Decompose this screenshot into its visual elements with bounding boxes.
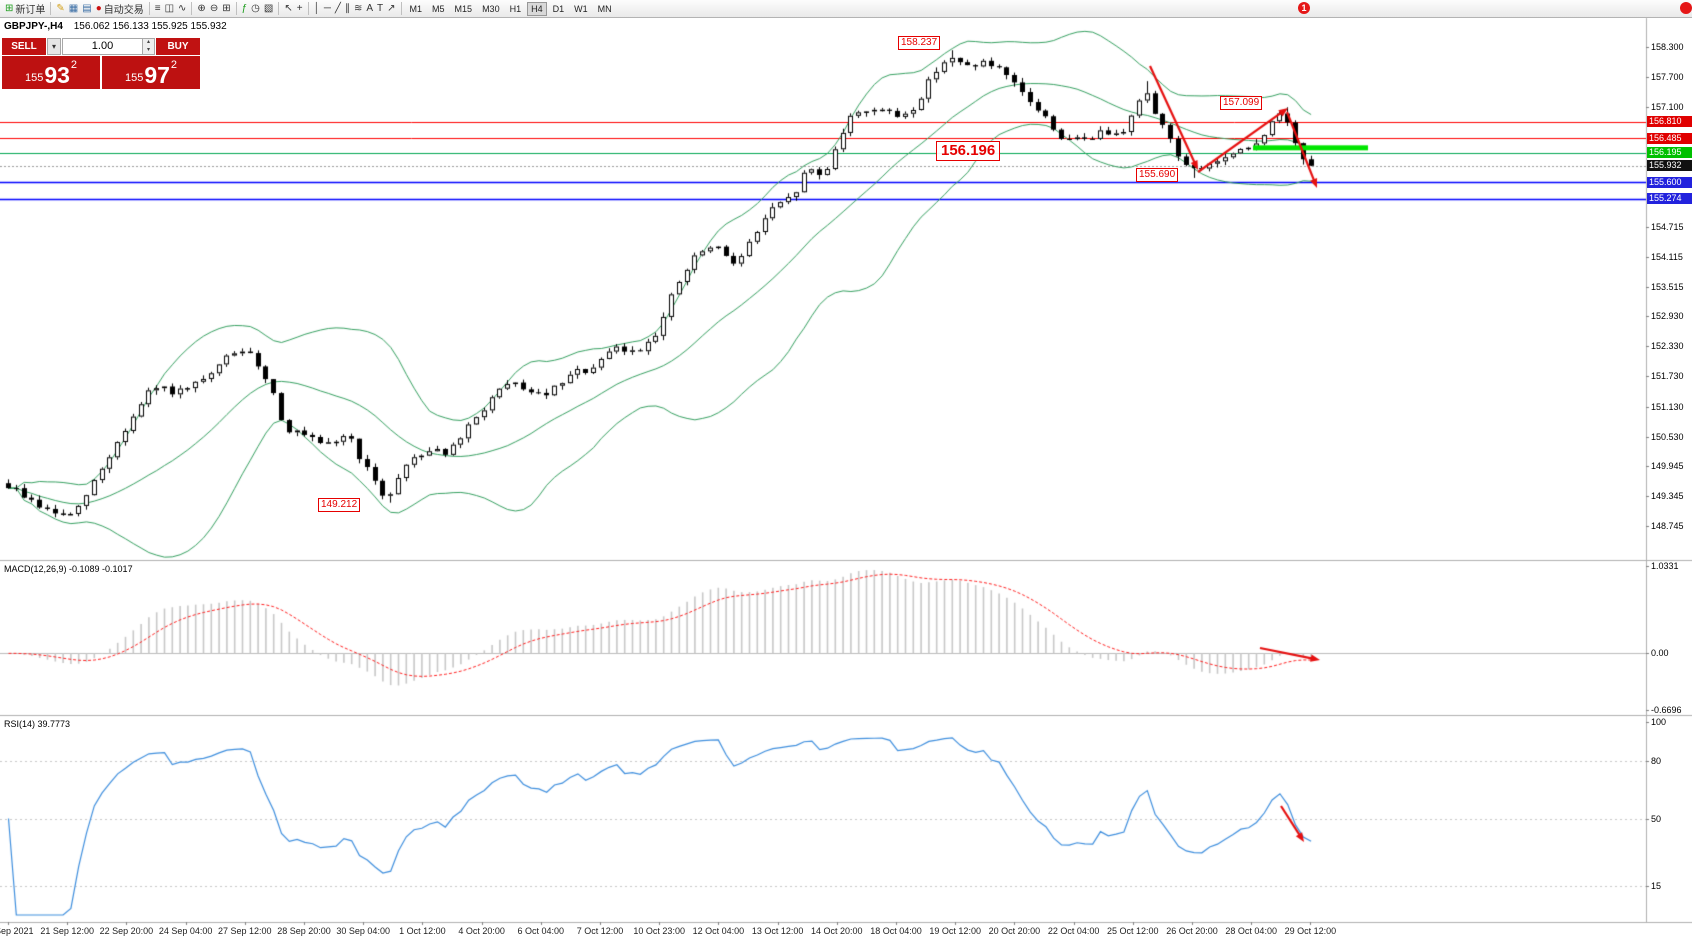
cursor-icon: ↖: [284, 2, 293, 14]
ask-price-button[interactable]: 155 97 2: [102, 56, 200, 89]
indicators-button[interactable]: ƒ: [240, 1, 250, 16]
fibonacci-icon: ≋: [353, 2, 363, 14]
timeframe-M5[interactable]: M5: [428, 2, 449, 16]
volume-value[interactable]: 1.00: [91, 40, 114, 52]
new-order-button-label: 新订单: [15, 5, 46, 16]
vertical-line-tool[interactable]: │: [312, 1, 322, 16]
candlestick-chart-button[interactable]: ◫: [163, 1, 176, 16]
volume-increase-button[interactable]: ▴: [143, 39, 154, 47]
vertical-line-icon: │: [313, 2, 320, 14]
toolbar-separator: [400, 2, 402, 15]
candlestick-chart-icon: ◫: [164, 2, 175, 14]
autotrading-icon: ●: [95, 2, 102, 14]
tile-windows-icon: ⊞: [222, 2, 231, 14]
navigator-icon: ▤: [82, 2, 92, 14]
channel-tool[interactable]: ∥: [343, 1, 352, 16]
text-icon: A: [366, 2, 374, 14]
pencil-icon: ✎: [56, 2, 65, 14]
main-toolbar: ⊞ 新订单 ✎ ▦ ▤ ● 自动交易 ≡ ◫ ∿ ⊕ ⊖ ⊞ ƒ ◷ ▧ ↖ + │ ─ ╱ ∥ ≋ A T ↗ M1 M5 M15 M3…: [0, 0, 1692, 18]
timeframe-H4[interactable]: H4: [527, 1, 547, 16]
timeframe-MN[interactable]: MN: [594, 2, 616, 16]
chevron-down-icon: ▾: [51, 42, 56, 51]
timeframe-M30[interactable]: M30: [478, 2, 504, 16]
market-watch-icon: ▦: [68, 2, 79, 14]
alert-icon[interactable]: [1680, 2, 1692, 14]
sell-button[interactable]: SELL: [2, 38, 46, 55]
buy-button[interactable]: BUY: [156, 38, 200, 55]
zoom-out-icon: ⊖: [209, 2, 219, 14]
symbol-period-label: GBPJPY-,H4: [4, 21, 63, 32]
zoom-in-icon: ⊕: [197, 2, 206, 14]
crosshair-icon: +: [296, 2, 303, 14]
volume-spinner: ▴ ▾: [142, 39, 154, 54]
timeframe-H1[interactable]: H1: [506, 2, 526, 16]
autotrading-button-label: 自动交易: [103, 5, 144, 16]
line-chart-icon: ∿: [178, 2, 187, 14]
templates-icon: ▧: [263, 2, 274, 14]
trendline-icon: ╱: [334, 2, 341, 14]
rsi-indicator-label: RSI(14) 39.7773: [4, 719, 71, 729]
metaeditor-button[interactable]: ✎: [54, 1, 66, 16]
bar-chart-button[interactable]: ≡: [153, 1, 163, 16]
horizontal-line-icon: ─: [323, 2, 331, 14]
toolbar-separator: [235, 2, 237, 15]
label-icon: T: [377, 2, 384, 14]
ask-big-digits: 97: [144, 62, 170, 88]
label-tool[interactable]: T: [375, 1, 385, 16]
volume-field[interactable]: 1.00 ▴ ▾: [62, 38, 155, 55]
templates-button[interactable]: ▧: [262, 1, 275, 16]
zoom-out-button[interactable]: ⊖: [208, 1, 220, 16]
toolbar-separator: [278, 2, 280, 15]
new-order-button[interactable]: ⊞ 新订单: [3, 1, 47, 16]
horizontal-line-tool[interactable]: ─: [322, 1, 333, 16]
toolbar-separator: [307, 2, 309, 15]
chart-title: GBPJPY-,H4 156.062 156.133 155.925 155.9…: [4, 21, 227, 32]
line-chart-button[interactable]: ∿: [176, 1, 188, 16]
volume-decrease-button[interactable]: ▾: [143, 46, 154, 54]
bid-price-button[interactable]: 155 93 2: [2, 56, 100, 89]
arrow-icon: ↗: [387, 2, 396, 14]
zoom-in-button[interactable]: ⊕: [195, 1, 207, 16]
bid-pip-digit: 2: [70, 59, 78, 71]
channel-icon: ∥: [344, 2, 350, 14]
volume-dropdown-button[interactable]: ▾: [47, 38, 61, 55]
macd-indicator-label: MACD(12,26,9) -0.1089 -0.1017: [4, 564, 133, 574]
periods-button[interactable]: ◷: [249, 1, 262, 16]
timeframe-W1[interactable]: W1: [570, 2, 592, 16]
timeframe-D1[interactable]: D1: [549, 2, 569, 16]
ask-prefix: 155: [124, 72, 144, 84]
toolbar-separator: [148, 2, 150, 15]
timeframe-M15[interactable]: M15: [451, 2, 477, 16]
notification-badge[interactable]: 1: [1298, 2, 1310, 14]
trendline-tool[interactable]: ╱: [333, 1, 343, 16]
market-watch-button[interactable]: ▦: [67, 1, 80, 16]
clock-icon: ◷: [251, 2, 260, 14]
one-click-trading-panel: SELL ▾ 1.00 ▴ ▾ BUY 155 93 2 155 97 2: [2, 38, 200, 89]
autotrading-button[interactable]: ● 自动交易: [94, 1, 146, 16]
bid-prefix: 155: [24, 72, 44, 84]
bid-big-digits: 93: [44, 62, 70, 88]
navigator-button[interactable]: ▤: [80, 1, 93, 16]
text-tool[interactable]: A: [364, 1, 375, 16]
timeframe-M1[interactable]: M1: [406, 2, 427, 16]
cursor-tool[interactable]: ↖: [282, 1, 294, 16]
tile-windows-button[interactable]: ⊞: [220, 1, 232, 16]
bar-chart-icon: ≡: [154, 2, 161, 14]
crosshair-tool[interactable]: +: [295, 1, 305, 16]
arrows-tool[interactable]: ↗: [385, 1, 397, 16]
toolbar-separator: [191, 2, 193, 15]
ask-pip-digit: 2: [170, 59, 178, 71]
indicators-icon: ƒ: [241, 2, 248, 14]
fibonacci-tool[interactable]: ≋: [352, 1, 364, 16]
new-order-icon: ⊞: [5, 2, 14, 14]
ohlc-values: 156.062 156.133 155.925 155.932: [73, 21, 227, 32]
toolbar-separator: [50, 2, 52, 15]
